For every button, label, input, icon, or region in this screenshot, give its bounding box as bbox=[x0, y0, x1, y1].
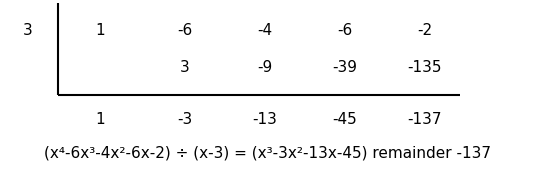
Text: -3: -3 bbox=[177, 112, 193, 126]
Text: -6: -6 bbox=[177, 23, 193, 38]
Text: -45: -45 bbox=[333, 112, 357, 126]
Text: -9: -9 bbox=[257, 61, 273, 75]
Text: 1: 1 bbox=[95, 23, 105, 38]
Text: -135: -135 bbox=[408, 61, 442, 75]
Text: -13: -13 bbox=[253, 112, 278, 126]
Text: -4: -4 bbox=[257, 23, 272, 38]
Text: -39: -39 bbox=[333, 61, 357, 75]
Text: 3: 3 bbox=[23, 23, 33, 38]
Text: (x⁴-6x³-4x²-6x-2) ÷ (x-3) = (x³-3x²-13x-45) remainder -137: (x⁴-6x³-4x²-6x-2) ÷ (x-3) = (x³-3x²-13x-… bbox=[43, 146, 491, 160]
Text: -137: -137 bbox=[408, 112, 442, 126]
Text: -2: -2 bbox=[418, 23, 433, 38]
Text: -6: -6 bbox=[337, 23, 352, 38]
Text: 1: 1 bbox=[95, 112, 105, 126]
Text: 3: 3 bbox=[180, 61, 190, 75]
